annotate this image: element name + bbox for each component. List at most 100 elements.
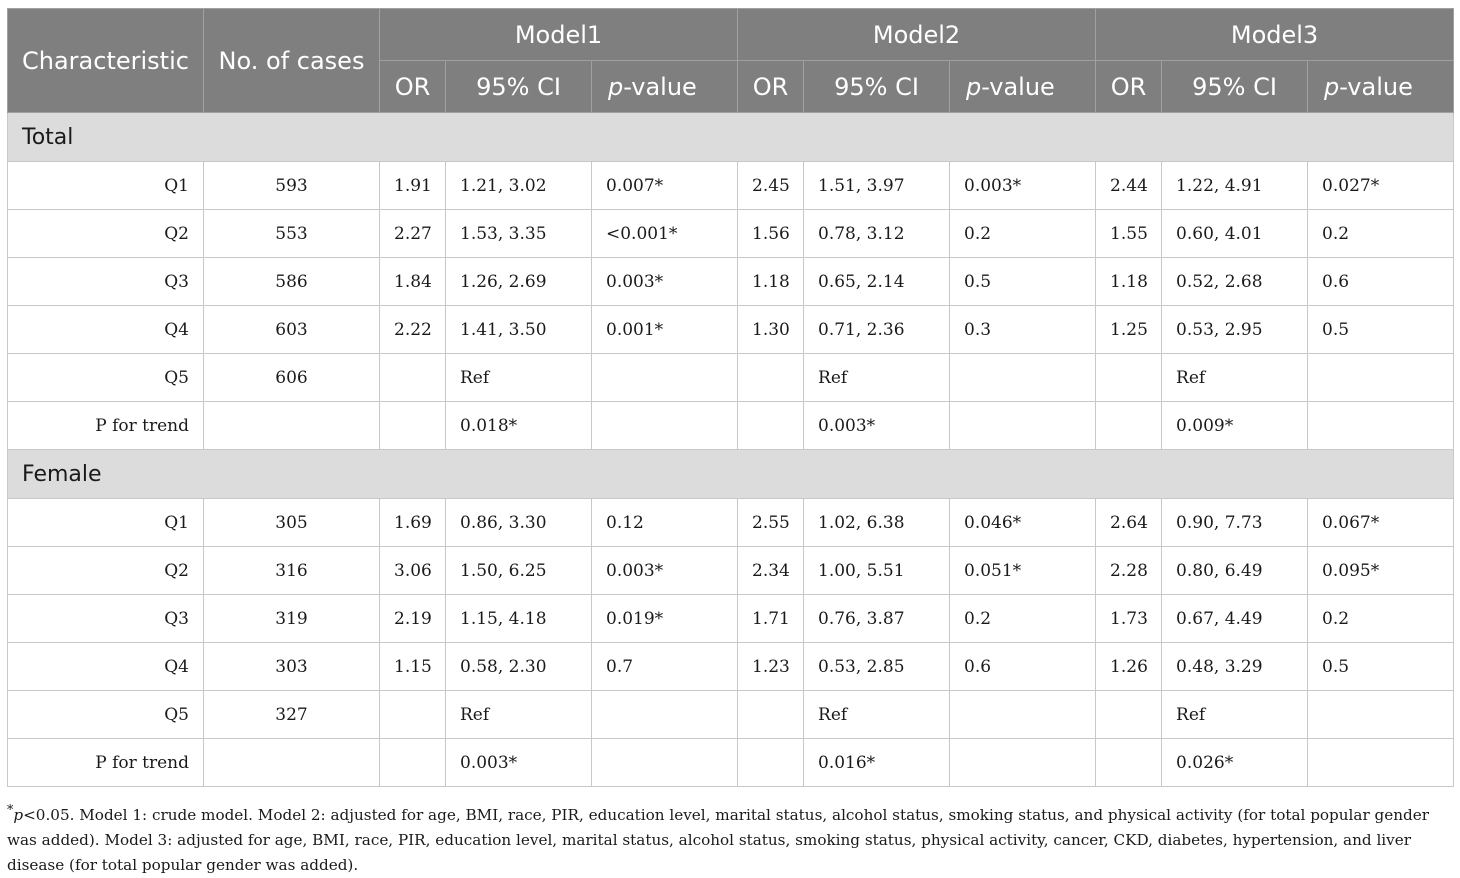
cell-or bbox=[1095, 353, 1163, 402]
cell-or: 2.44 bbox=[1095, 161, 1163, 210]
cell-or: 1.30 bbox=[737, 305, 805, 354]
cell-ci: Ref bbox=[803, 690, 951, 739]
table-row: Q4 303 1.15 0.58, 2.30 0.7 1.23 0.53, 2.85 0.6 1… bbox=[7, 642, 1455, 691]
cell-ci: 1.53, 3.35 bbox=[445, 209, 592, 258]
cell-or: 2.34 bbox=[737, 546, 805, 595]
cell-p-value bbox=[590, 353, 739, 402]
cell-p-value: 0.2 bbox=[949, 209, 1097, 258]
header-ci: 95% CI bbox=[445, 60, 592, 113]
cell-p-value: 0.2 bbox=[949, 594, 1097, 643]
section-row: Female bbox=[6, 449, 1455, 499]
row-label: Q1 bbox=[7, 161, 204, 210]
results-table-container: Characteristic No. of cases Model1 Model… bbox=[6, 8, 1455, 787]
cell-or bbox=[379, 690, 446, 739]
cell-or bbox=[1095, 690, 1163, 739]
cell-or: 2.55 bbox=[737, 498, 805, 547]
table-row: P for trend 0.018* 0.003* 0.009* bbox=[7, 401, 1455, 450]
cell-p-value bbox=[949, 690, 1097, 739]
row-label: Q3 bbox=[7, 257, 204, 306]
row-label: Q2 bbox=[7, 546, 204, 595]
cell-or: 3.06 bbox=[379, 546, 446, 595]
cell-p-value: 0.067* bbox=[1307, 498, 1455, 547]
cell-ci: 0.58, 2.30 bbox=[445, 642, 592, 691]
header-p-value: p-value bbox=[590, 60, 739, 113]
cell-or: 1.69 bbox=[379, 498, 446, 547]
header-ci: 95% CI bbox=[803, 60, 951, 113]
cell-p-value: 0.6 bbox=[949, 642, 1097, 691]
section-title: Female bbox=[6, 449, 1455, 499]
cell-ci: 0.65, 2.14 bbox=[803, 257, 951, 306]
header-p-rest: -value bbox=[981, 72, 1055, 101]
cell-or bbox=[379, 353, 446, 402]
header-model1: Model1 bbox=[378, 8, 739, 61]
cell-ci: 0.67, 4.49 bbox=[1161, 594, 1309, 643]
row-label: Q5 bbox=[7, 353, 204, 402]
cell-p-value: 0.2 bbox=[1307, 594, 1455, 643]
cell-p-value: 0.5 bbox=[949, 257, 1097, 306]
cell-p-value: 0.2 bbox=[1307, 209, 1455, 258]
header-p-rest: -value bbox=[623, 72, 697, 101]
cell-ci: 0.53, 2.85 bbox=[803, 642, 951, 691]
row-label: Q1 bbox=[7, 498, 204, 547]
cell-p-value: 0.3 bbox=[949, 305, 1097, 354]
cell-p-value: 0.003* bbox=[590, 257, 739, 306]
cell-p-value: 0.051* bbox=[949, 546, 1097, 595]
cell-or: 1.15 bbox=[379, 642, 446, 691]
cell-or: 2.64 bbox=[1095, 498, 1163, 547]
cell-cases: 586 bbox=[203, 257, 380, 306]
cell-cases: 327 bbox=[203, 690, 380, 739]
table-row: Q1 305 1.69 0.86, 3.30 0.12 2.55 1.02, 6.38 0.0… bbox=[7, 498, 1455, 547]
cell-ci: Ref bbox=[803, 353, 951, 402]
cell-p-value: 0.007* bbox=[590, 161, 739, 210]
header-characteristic: Characteristic bbox=[7, 8, 204, 113]
cell-ci: 1.00, 5.51 bbox=[803, 546, 951, 595]
cell-ci: 1.26, 2.69 bbox=[445, 257, 592, 306]
header-model2: Model2 bbox=[737, 8, 1097, 61]
row-label: Q3 bbox=[7, 594, 204, 643]
table-row: P for trend 0.003* 0.016* 0.026* bbox=[7, 738, 1455, 787]
cell-ci: 0.52, 2.68 bbox=[1161, 257, 1309, 306]
cell-ci: Ref bbox=[445, 690, 592, 739]
cell-cases: 553 bbox=[203, 209, 380, 258]
table-row: Q1 593 1.91 1.21, 3.02 0.007* 2.45 1.51, 3.97 0… bbox=[7, 161, 1455, 210]
footnote-text: <0.05. Model 1: crude model. Model 2: ad… bbox=[7, 806, 1430, 875]
cell-ci: 0.003* bbox=[803, 401, 951, 450]
table-header: Characteristic No. of cases Model1 Model… bbox=[7, 8, 1455, 113]
table-body: Total Q1 593 1.91 1.21, 3.02 0.007* 2.45 1.51, … bbox=[6, 112, 1455, 787]
cell-cases: 305 bbox=[203, 498, 380, 547]
table-row: Q5 327 Ref Ref Ref bbox=[7, 690, 1455, 739]
cell-or bbox=[1095, 738, 1163, 787]
table-row: Q5 606 Ref Ref Ref bbox=[7, 353, 1455, 402]
cell-p-value bbox=[1307, 690, 1455, 739]
row-label: Q5 bbox=[7, 690, 204, 739]
cell-ci: 0.90, 7.73 bbox=[1161, 498, 1309, 547]
cell-ci: 1.02, 6.38 bbox=[803, 498, 951, 547]
cell-cases: 303 bbox=[203, 642, 380, 691]
cell-ci: 0.48, 3.29 bbox=[1161, 642, 1309, 691]
cell-cases: 319 bbox=[203, 594, 380, 643]
cell-ci: 0.71, 2.36 bbox=[803, 305, 951, 354]
cell-ci: Ref bbox=[445, 353, 592, 402]
table-row: Q2 316 3.06 1.50, 6.25 0.003* 2.34 1.00, 5.51 0… bbox=[7, 546, 1455, 595]
section-row: Total bbox=[6, 112, 1455, 162]
cell-ci: 1.50, 6.25 bbox=[445, 546, 592, 595]
footnote-star: * bbox=[7, 802, 14, 817]
cell-or bbox=[737, 690, 805, 739]
cell-or bbox=[737, 401, 805, 450]
header-cases: No. of cases bbox=[203, 8, 380, 113]
header-p-value: p-value bbox=[949, 60, 1097, 113]
cell-ci: 0.009* bbox=[1161, 401, 1309, 450]
cell-or: 2.28 bbox=[1095, 546, 1163, 595]
cell-or: 1.23 bbox=[737, 642, 805, 691]
cell-p-value: 0.12 bbox=[590, 498, 739, 547]
header-p-italic: p bbox=[966, 72, 982, 101]
cell-p-value: 0.003* bbox=[590, 546, 739, 595]
cell-p-value: 0.6 bbox=[1307, 257, 1455, 306]
cell-or bbox=[737, 353, 805, 402]
cell-ci: Ref bbox=[1161, 353, 1309, 402]
table-row: Q2 553 2.27 1.53, 3.35 <0.001* 1.56 0.78, 3.12… bbox=[7, 209, 1455, 258]
cell-p-value: <0.001* bbox=[590, 209, 739, 258]
cell-p-value bbox=[590, 401, 739, 450]
cell-ci: 0.60, 4.01 bbox=[1161, 209, 1309, 258]
cell-or bbox=[1095, 401, 1163, 450]
